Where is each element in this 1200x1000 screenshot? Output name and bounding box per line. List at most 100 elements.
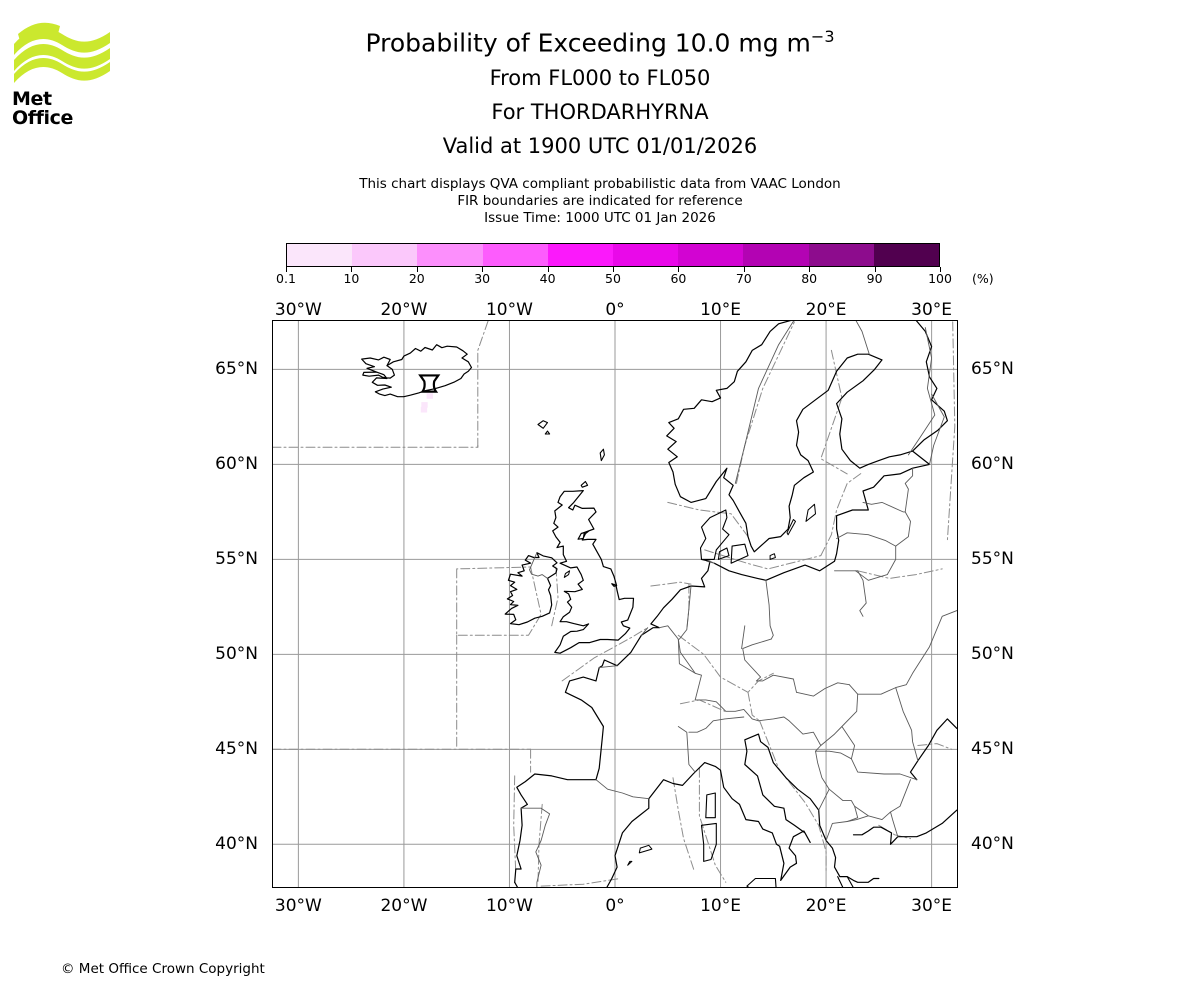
probability-colorbar: [286, 243, 940, 267]
country-border-0: [520, 807, 551, 888]
country-border-9: [706, 560, 715, 564]
coastline-ireland: [504, 552, 558, 626]
page-title-exponent: −3: [810, 27, 835, 46]
volcano-marker-icon: [418, 374, 441, 393]
coastlines: [361, 320, 958, 888]
coastline-sicily: [746, 877, 777, 888]
country-border-23: [895, 610, 958, 689]
country-border-7: [677, 726, 696, 773]
colorbar-tick-label-6: 60: [670, 271, 687, 286]
country-border-14: [758, 684, 859, 746]
colorbar-band-9: [873, 244, 940, 266]
coastline-faroes-south: [544, 430, 551, 435]
volcano-symbol: [418, 374, 441, 393]
coastline-gotland: [805, 503, 816, 522]
country-border-16: [825, 788, 859, 841]
colorbar-band-5: [613, 244, 679, 266]
coastline-corsica: [705, 792, 716, 819]
country-border-27: [862, 501, 911, 547]
colorbar-band-8: [808, 244, 874, 266]
country-border-29: [929, 393, 945, 465]
lon-label-top-5: 20°E: [805, 300, 847, 320]
lon-label-top-0: 30°W: [274, 300, 322, 320]
map-gridlines: [272, 320, 958, 888]
colorbar-tick-labels: 0.1 10 20 30 40 50 60 70 80 90 100: [276, 267, 952, 286]
border-northern-ireland: [529, 552, 548, 579]
country-border-4: [677, 638, 696, 674]
colorbar-tick-mark-2: [416, 267, 418, 272]
logo-wave-4: [18, 22, 60, 41]
fir-boundary-15: [747, 691, 761, 722]
coastline-scandinavia: [666, 320, 948, 553]
fir-boundary-1: [477, 320, 489, 448]
map-panel[interactable]: [272, 320, 958, 888]
country-border-5: [694, 699, 759, 722]
subtitle-valid-time: Valid at 1900 UTC 01/01/2026: [442, 134, 758, 159]
colorbar-tick-mark-5: [613, 267, 614, 272]
colorbar-band-1: [352, 244, 418, 266]
coastline-isle-of-man: [563, 570, 571, 578]
country-border-15: [815, 745, 830, 811]
chart-header: Probability of Exceeding 10.0 mg m−3 Fro…: [0, 0, 1200, 267]
colorbar-tick-label-10: 100: [928, 271, 952, 286]
lat-label-right-2: 55°N: [971, 549, 1014, 570]
fir-boundary-18: [672, 777, 695, 872]
met-office-logo: Met Office: [12, 22, 112, 128]
lon-label-top-4: 10°E: [700, 300, 741, 320]
border-finland-russia: [907, 327, 936, 456]
colorbar-band-4: [547, 244, 614, 266]
fir-boundary-16: [759, 720, 827, 874]
ash-cell-1: [421, 402, 428, 408]
coastline-funen: [717, 547, 730, 560]
colorbar-band-7: [743, 244, 809, 266]
coastline-westfjords: [361, 356, 391, 373]
colorbar-tick-label-7: 70: [735, 271, 752, 286]
colorbar-band-2: [417, 244, 483, 266]
lat-label-left-2: 55°N: [215, 549, 258, 570]
ash-probability-cells: [420, 393, 433, 413]
map-canvas: [272, 320, 958, 888]
note-fir: FIR boundaries are indicated for referen…: [457, 192, 743, 209]
colorbar-tick-mark-3: [482, 267, 484, 272]
colorbar-tick-mark-4: [547, 267, 549, 272]
border-norway-sweden: [734, 320, 795, 484]
coastline-mediterranean: [514, 733, 880, 888]
coastline-mallorca: [638, 844, 653, 854]
country-border-31: [640, 627, 649, 636]
lon-label-top-2: 10°W: [485, 300, 533, 320]
fir-boundary-6: [513, 775, 517, 874]
country-border-1: [595, 779, 650, 800]
fir-boundary-17: [698, 767, 727, 883]
lat-label-right-0: 65°N: [971, 359, 1014, 380]
colorbar-tick-label-4: 40: [539, 271, 556, 286]
note-qva: This chart displays QVA compliant probab…: [359, 175, 841, 192]
country-border-20: [815, 750, 918, 781]
country-border-24: [855, 570, 867, 617]
country-border-12: [755, 674, 797, 693]
country-border-28: [904, 467, 914, 513]
country-border-18: [846, 815, 869, 822]
country-border-22: [857, 687, 919, 762]
country-border-6: [688, 716, 745, 733]
coastline-zealand: [730, 543, 749, 564]
logo-wave-2: [14, 44, 110, 71]
note-issue-time: Issue Time: 1000 UTC 01 Jan 2026: [484, 209, 716, 226]
colorbar-tick-label-3: 30: [474, 271, 491, 286]
colorbar-tick-label-0: 0.1: [276, 271, 296, 286]
lat-label-right-3: 50°N: [971, 644, 1014, 665]
country-border-13: [796, 682, 850, 697]
colorbar-tick-mark-0: [286, 267, 287, 272]
lon-label-top-1: 20°W: [380, 300, 428, 320]
lat-label-left-5: 40°N: [215, 834, 258, 855]
country-border-11: [742, 638, 772, 682]
colorbar-tick-mark-9: [874, 267, 876, 272]
fir-boundary-25: [650, 581, 692, 587]
coastline-black-sea-west: [909, 718, 958, 781]
coastline-shetland: [599, 448, 605, 462]
fir-boundary-19: [540, 878, 621, 887]
colorbar-tick-mark-6: [678, 267, 680, 272]
lat-label-left-0: 65°N: [215, 359, 258, 380]
coastline-great-britain: [552, 490, 635, 654]
colorbar-tick-label-2: 20: [408, 271, 425, 286]
coastline-sardinia: [700, 822, 717, 862]
